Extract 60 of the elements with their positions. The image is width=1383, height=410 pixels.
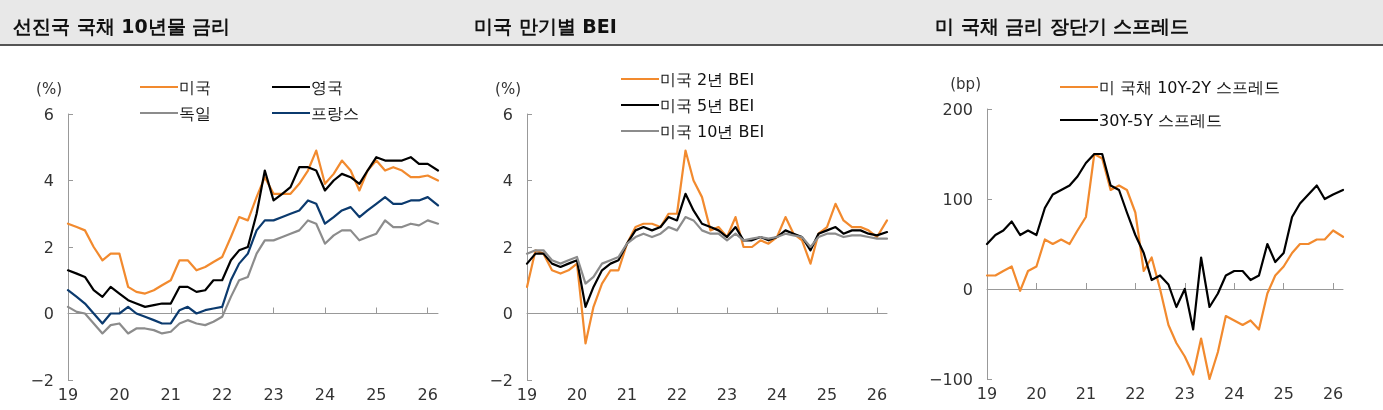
line-series [66, 219, 440, 335]
y-tick-label: 0 [962, 279, 973, 299]
x-tick-label: 20 [1026, 383, 1047, 403]
x-tick-label: 22 [666, 384, 688, 404]
y-axis-title: (bp) [950, 74, 981, 93]
y-tick-label: 6 [43, 104, 54, 124]
chart-title: 미국 만기별 BEI [474, 14, 617, 37]
legend-label: 프랑스 [311, 103, 359, 123]
y-tick-label: −100 [929, 369, 973, 389]
chart-title: 미 국채 금리 장단기 스프레드 [935, 14, 1190, 37]
x-tick-label: 19 [976, 383, 998, 403]
x-tick-label: 20 [109, 384, 130, 404]
x-tick-label: 25 [1273, 383, 1294, 403]
chart-title: 선진국 국채 10년물 금리 [13, 14, 231, 37]
x-tick-label: 23 [1174, 383, 1195, 403]
y-tick-label: 4 [43, 171, 54, 190]
line-series [985, 152, 1345, 381]
legend-label: 미국 [179, 77, 211, 97]
x-tick-label: 24 [766, 384, 788, 404]
y-tick-label: 2 [43, 237, 54, 257]
line-series [525, 192, 889, 308]
x-tick-label: 26 [417, 384, 438, 404]
legend-label: 독일 [179, 103, 211, 123]
y-tick-label: 0 [43, 304, 54, 323]
x-tick-label: 24 [1224, 383, 1245, 403]
x-tick-label: 20 [566, 384, 588, 404]
legend-label: 미국 5년 BEI [660, 95, 755, 115]
x-tick-label: 21 [616, 384, 638, 404]
legend-label: 미국 10년 BEI [660, 121, 765, 141]
x-tick-label: 21 [160, 384, 181, 404]
x-tick-label: 19 [57, 384, 79, 404]
y-tick-label: −2 [489, 370, 513, 390]
legend-label: 미국 2년 BEI [660, 69, 755, 89]
x-tick-label: 25 [816, 384, 838, 404]
y-axis-title: (%) [36, 79, 62, 98]
x-tick-label: 26 [1322, 383, 1344, 403]
legend-label: 미 국채 10Y-2Y 스프레드 [1099, 77, 1281, 97]
y-tick-label: 0 [502, 304, 513, 323]
line-series [66, 196, 440, 325]
y-tick-label: 4 [502, 171, 513, 190]
x-tick-label: 23 [716, 384, 738, 404]
x-tick-label: 22 [1125, 383, 1146, 403]
legend-label: 영국 [311, 77, 343, 97]
x-tick-label: 22 [211, 384, 233, 404]
y-tick-label: 200 [942, 99, 973, 119]
x-tick-label: 25 [366, 384, 387, 404]
x-tick-label: 21 [1075, 383, 1097, 403]
legend-label: 30Y-5Y 스프레드 [1099, 110, 1223, 130]
y-tick-label: 6 [502, 104, 513, 124]
x-tick-label: 19 [516, 384, 538, 404]
x-tick-label: 23 [263, 384, 284, 404]
y-axis-title: (%) [495, 79, 521, 98]
line-series [525, 215, 889, 285]
y-tick-label: −2 [30, 370, 54, 390]
y-tick-label: 2 [502, 237, 513, 257]
x-tick-label: 24 [314, 384, 336, 404]
x-tick-label: 26 [866, 384, 888, 404]
y-tick-label: 100 [942, 189, 973, 209]
line-series [985, 152, 1345, 331]
line-series [525, 149, 889, 345]
